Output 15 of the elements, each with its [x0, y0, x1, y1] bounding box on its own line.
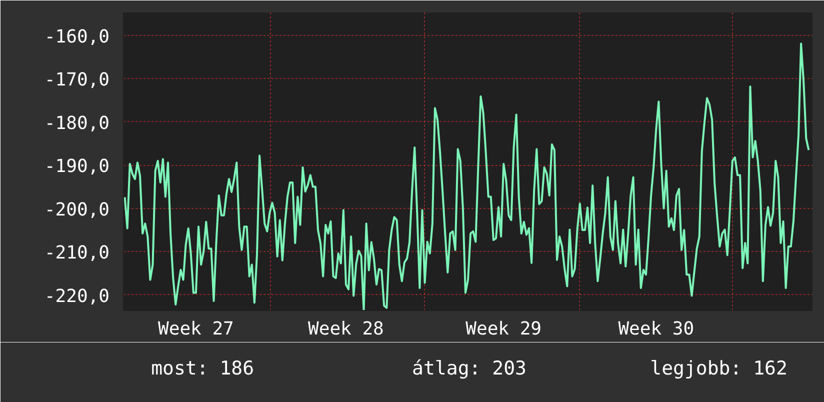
- text: most: 186: [151, 358, 254, 380]
- y-tick-label: -160,0: [44, 26, 110, 48]
- text: átlag: 203: [412, 358, 526, 380]
- y-tick-label: -220,0: [44, 286, 110, 307]
- x-tick-label: Week 28: [308, 318, 384, 340]
- text: legjobb: 162: [650, 358, 788, 380]
- x-tick-label: Week 27: [158, 318, 234, 340]
- y-tick-label: -180,0: [44, 112, 110, 134]
- y-tick-label: -170,0: [44, 70, 110, 91]
- x-tick-label: Week 29: [466, 318, 542, 340]
- y-tick-label: -190,0: [44, 156, 110, 178]
- x-tick-label: Week 30: [618, 318, 694, 340]
- y-tick-label: -200,0: [44, 199, 110, 220]
- y-tick-label: -210,0: [44, 242, 110, 264]
- line-series: [124, 42, 810, 310]
